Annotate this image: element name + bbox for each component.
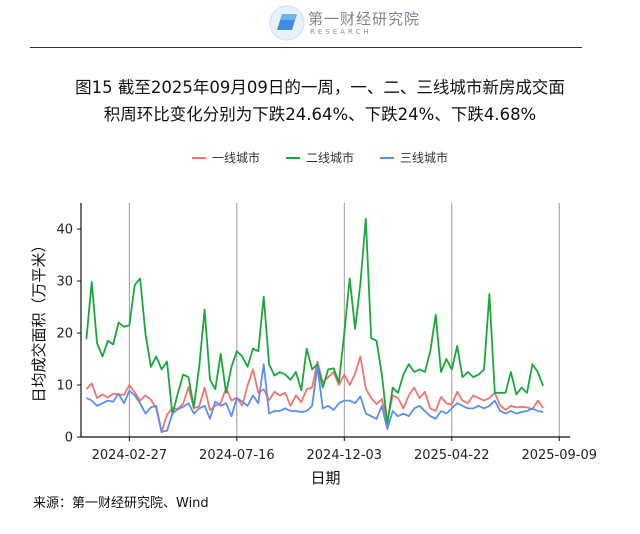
y-tick-label-30: 30 xyxy=(56,275,73,290)
legend-swatch-tier1 xyxy=(191,156,206,159)
logo-text-cn: 第一财经研究院 xyxy=(308,10,421,28)
legend-item-tier2: 二线城市 xyxy=(285,149,354,166)
series-line-1 xyxy=(85,355,544,434)
legend-swatch-tier2 xyxy=(285,156,300,159)
y-axis-label: 日均成交面积（万平米） xyxy=(30,237,48,402)
x-tick-label-4: 2025-09-09 xyxy=(521,448,597,463)
legend-label-tier3: 三线城市 xyxy=(400,151,449,165)
y-tick-label-40: 40 xyxy=(56,223,73,238)
legend-item-tier1: 一线城市 xyxy=(191,149,260,166)
y-tick-label-10: 10 xyxy=(56,379,73,394)
x-tick-label-2: 2024-12-03 xyxy=(307,448,383,463)
x-tick-label-3: 2025-04-22 xyxy=(414,448,490,463)
legend-label-tier2: 二线城市 xyxy=(305,151,354,165)
legend-label-tier1: 一线城市 xyxy=(211,151,260,165)
logo-text-en: RESEARCH xyxy=(310,28,372,36)
logo: 第一财经研究院 RESEARCH xyxy=(268,4,419,44)
header-divider xyxy=(30,47,582,48)
legend-swatch-tier3 xyxy=(380,156,394,159)
chart-legend: 一线城市 二线城市 三线城市 xyxy=(0,149,640,166)
chart-title-line-1: 图15 截至2025年09月09日的一周，一、二、三线城市新房成交面 xyxy=(75,78,565,97)
chart-title: 图15 截至2025年09月09日的一周，一、二、三线城市新房成交面 积周环比变… xyxy=(0,74,640,128)
source-note: 来源：第一财经研究院、Wind xyxy=(33,496,209,511)
x-tick-label-0: 2024-02-27 xyxy=(92,448,168,463)
y-tick-label-0: 0 xyxy=(65,431,73,446)
x-axis-label: 日期 xyxy=(310,469,340,487)
series-line-3 xyxy=(86,363,544,433)
series-line-2 xyxy=(85,217,544,425)
x-tick-label-1: 2024-07-16 xyxy=(199,448,275,463)
y-tick-label-20: 20 xyxy=(56,327,73,342)
chart-title-line-2: 积周环比变化分别为下跌24.64%、下跌24%、下跌4.68% xyxy=(103,105,537,124)
legend-item-tier3: 三线城市 xyxy=(380,149,448,166)
first-financial-logo-icon xyxy=(269,5,305,41)
